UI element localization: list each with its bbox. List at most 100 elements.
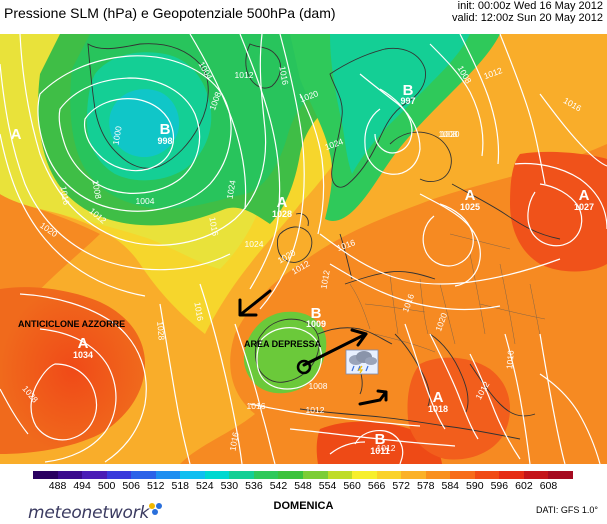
valid-time: valid: 12:00z Sun 20 May 2012 [451,12,603,24]
isobar-label: 1012 [235,70,254,80]
center-letter: B [311,305,322,322]
scale-swatch [180,471,205,479]
scale-label: 530 [220,480,239,492]
scale-swatch [131,471,156,479]
arrow-east-icon [302,328,368,367]
center-letter: A [579,187,590,204]
scale-swatch [278,471,304,479]
scale-swatch [523,471,549,479]
isobar-label: 1008 [90,179,103,200]
scale-label: 488 [48,480,67,492]
scale-swatch [82,471,107,479]
scale-label: 560 [343,480,361,492]
arrow-west-icon [238,289,272,317]
center-letter: B [403,82,414,99]
scale-label: 548 [294,480,312,492]
isobar-label: 1016 [227,431,240,452]
center-value: 1025 [460,202,480,212]
init-time: init: 00:00z Wed 16 May 2012 [457,0,603,12]
data-source: DATI: GFS 1.0° [536,505,598,515]
scale-label: 524 [196,480,214,492]
center-letter: A [277,194,288,211]
storm-cloud-icon [345,349,379,375]
scale-swatch [352,471,377,479]
scale-label: 578 [416,480,435,492]
isobar-label: 1024 [245,239,264,249]
scale-label: 506 [122,480,140,492]
isobar-label: 1012 [306,405,325,415]
flow-arrows [238,289,388,406]
isobar-label: 1000 [110,125,123,146]
scale-label: 518 [171,480,190,492]
scale-label: 566 [367,480,386,492]
center-value: 998 [157,136,172,146]
scale-swatch [303,471,328,479]
scale-swatch [253,471,279,479]
center-value: 1018 [428,404,448,414]
center-value: 1034 [73,350,93,360]
isobar-label: 1016 [277,65,290,86]
scale-swatch [33,471,58,479]
scale-swatch [57,471,83,479]
center-value: 1011 [370,446,390,456]
scale-swatch [450,471,475,479]
annotation-azores: ANTICICLONE AZZORRE [18,319,125,329]
isobar-label: 1012 [318,269,331,290]
scale-label: 572 [392,480,410,492]
pressure-centers: A B 998 B 997 A 1028 A 1025 A 1027 A 103… [11,82,594,456]
scale-swatch [474,471,500,479]
scale-swatch [106,471,132,479]
annotation-depression: AREA DEPRESSA [244,339,322,349]
arrow-north-icon [358,389,388,406]
scale-swatch [376,471,402,479]
scale-swatch [425,471,451,479]
isobar-label: 1004 [136,196,155,206]
isobar-label: 1016 [58,185,71,206]
isobar-label: 1016 [207,216,220,237]
forecast-day: DOMENICA [273,500,334,512]
field-zone-red-africa [316,421,442,464]
scale-swatch [499,471,524,479]
scale-label: 494 [73,480,91,492]
scale-label: 584 [441,480,460,492]
scale-label: 554 [318,480,337,492]
scale-swatch [204,471,230,479]
brand-dot [152,509,158,515]
scale-label: 590 [466,480,484,492]
center-value: 1009 [306,319,326,329]
scale-swatch [401,471,426,479]
scale-label: 512 [146,480,165,492]
color-scale-labels: 488 494 500 506 512 518 524 530 536 542 548 554 560 5… [33,480,573,494]
center-value: 1028 [272,209,292,219]
brand-dot [156,503,162,509]
isobar-label: 1012 [377,443,396,453]
scale-label: 608 [539,480,558,492]
scale-label: 602 [515,480,533,492]
scale-label: 542 [269,480,288,492]
isobar-label: 1020 [441,129,460,139]
scale-swatch [548,471,574,479]
scale-swatch [155,471,181,479]
scale-swatch [229,471,254,479]
map-title: Pressione SLM (hPa) e Geopotenziale 500h… [4,5,336,21]
isobar-label: 1008 [309,381,328,391]
isobar-label: 1016 [247,401,266,411]
center-letter: A [78,335,89,352]
center-letter: A [433,389,444,406]
isobars [0,34,607,464]
scale-label: 500 [97,480,116,492]
isobar-label: 1028 [155,321,167,341]
center-letter: B [375,431,386,448]
depression-center-icon [296,359,312,375]
scale-label: 596 [490,480,509,492]
scale-swatch [327,471,353,479]
weather-map: 1004 1012 1016 1008 1000 1004 1008 1012 … [0,34,607,464]
field-zone-red-azores [0,287,145,454]
color-scale-bar [33,471,574,479]
brand-dot [149,503,155,509]
center-letter: A [465,187,476,204]
center-value: 997 [400,96,415,106]
center-letter: B [160,121,171,138]
center-letter: A [11,126,22,143]
isobar-label: 1024 [224,179,237,200]
